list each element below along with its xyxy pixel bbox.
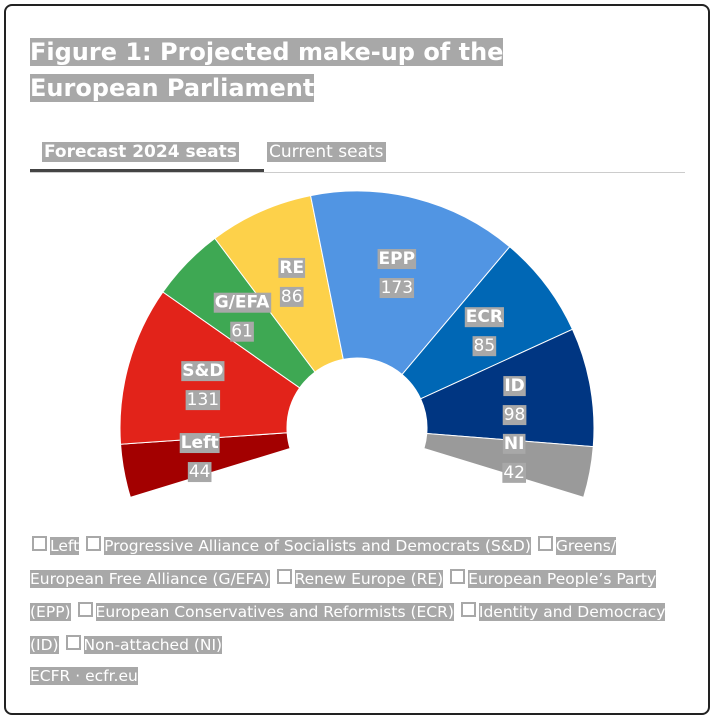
chart: Left 44 S&D 131 G/EFA 61 RE 86 EPP 173 ECR 85 ID 98 NI… <box>119 190 595 498</box>
source: ECFR · ecfr.eu <box>30 667 138 685</box>
legend-item: Left <box>30 536 80 555</box>
legend-swatch <box>32 536 47 551</box>
label-highlight <box>185 390 221 411</box>
legend: Left Progressive Alliance of Socialists … <box>30 530 690 662</box>
legend-swatch <box>86 536 102 551</box>
legend-label: European Conservatives and Reformists (E… <box>95 603 454 621</box>
label-highlight <box>472 336 497 357</box>
segment-name: G/EFA <box>215 293 270 313</box>
segment-name: Left <box>181 433 219 453</box>
title-text: Figure 1: Projected make-up of the Europ… <box>30 38 504 102</box>
segment-label: RE 86 <box>278 257 306 307</box>
legend-swatch <box>537 536 553 551</box>
legend-swatch <box>65 635 81 650</box>
legend-label: Renew Europe (RE) <box>294 570 444 588</box>
label-highlight <box>213 292 272 313</box>
segment-value: 173 <box>381 278 413 298</box>
chart-title: Figure 1: Projected make-up of the Europ… <box>30 34 590 106</box>
segment-label: ECR 85 <box>464 307 504 357</box>
legend-item: Renew Europe (RE) <box>275 569 444 588</box>
legend-item: Progressive Alliance of Socialists and D… <box>84 536 531 555</box>
legend-swatch <box>450 569 466 584</box>
legend-label: Left <box>50 537 80 555</box>
label-highlight <box>187 462 212 483</box>
card <box>4 4 710 715</box>
label-highlight <box>278 257 306 278</box>
segment-value: 85 <box>474 336 496 356</box>
segment-value: 42 <box>503 463 525 483</box>
segment-label: EPP 173 <box>377 249 417 299</box>
segment-label: NI 42 <box>502 433 527 483</box>
label-highlight <box>279 286 304 307</box>
segment-value: 44 <box>189 462 211 482</box>
segment-name: S&D <box>182 361 223 381</box>
segment-name: ID <box>504 376 524 396</box>
legend-swatch <box>77 602 93 617</box>
tab[interactable]: Current seats <box>267 138 386 169</box>
label-highlight <box>502 405 527 426</box>
segment-value: 61 <box>231 322 253 342</box>
legend-item: European Conservatives and Reformists (E… <box>76 602 454 621</box>
label-highlight <box>377 249 417 270</box>
label-highlight <box>181 361 225 382</box>
segment-name: NI <box>504 434 525 454</box>
segment-label: ID 98 <box>502 376 527 426</box>
segment-value: 98 <box>504 405 526 425</box>
legend-label: Non-attached (NI) <box>83 636 223 654</box>
label-highlight <box>502 462 527 483</box>
label-highlight <box>179 433 220 454</box>
segment-value: 131 <box>187 390 219 410</box>
tab[interactable]: Forecast 2024 seats <box>30 138 264 172</box>
label-highlight <box>502 433 526 454</box>
legend-item: Non-attached (NI) <box>64 635 223 654</box>
label-highlight <box>464 307 504 328</box>
segment-name: ECR <box>466 307 503 327</box>
segment-label: G/EFA 61 <box>213 292 272 342</box>
legend-swatch <box>276 569 292 584</box>
segment-label: Left 44 <box>179 433 220 483</box>
segment-label: S&D 131 <box>181 361 225 411</box>
tab-label[interactable]: Current seats <box>267 142 386 162</box>
legend-swatch <box>460 602 476 617</box>
legend-label: Progressive Alliance of Socialists and D… <box>104 537 531 555</box>
tab-bar: Forecast 2024 seats Current seats <box>30 138 685 173</box>
label-highlight <box>230 321 254 342</box>
segment-name: RE <box>279 258 304 278</box>
segment-name: EPP <box>379 249 416 269</box>
label-highlight <box>503 376 526 397</box>
tab-label[interactable]: Forecast 2024 seats <box>42 142 239 162</box>
label-highlight <box>379 278 415 299</box>
segment-value: 86 <box>281 287 303 307</box>
